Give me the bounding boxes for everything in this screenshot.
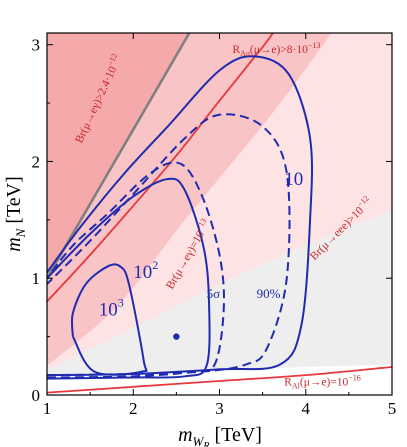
x-axis-title: mWR [TeV] — [178, 424, 262, 447]
x-axis-title-unit: [TeV] — [214, 424, 261, 446]
y-axis-title-unit: [TeV] — [3, 176, 25, 223]
annotation-label-1e2: 102 — [133, 258, 158, 283]
annotation-label-1e3: 103 — [99, 296, 124, 321]
y-tick-label-1: 1 — [32, 269, 41, 288]
x-tick-label-1: 1 — [43, 399, 52, 418]
curve-gray-line — [47, 33, 191, 279]
x-axis-title-sub: W — [193, 434, 205, 447]
annotation-ann-ral: RAl(μ→e)=10−16 — [284, 374, 361, 391]
curve-red-lower — [47, 366, 392, 394]
y-axis-title-sub: N — [13, 227, 28, 238]
curve-blue-1e3 — [70, 263, 148, 376]
series-layer — [47, 33, 392, 394]
curve-blue-90pct — [47, 113, 291, 377]
x-tick-label-4: 4 — [302, 399, 311, 418]
y-tick-label-3: 3 — [32, 36, 41, 55]
y-tick-label-0: 0 — [32, 386, 41, 405]
annotation-label-10: 10 — [284, 169, 303, 190]
x-tick-label-5: 5 — [388, 399, 397, 418]
x-axis-title-main: m — [178, 424, 192, 446]
y-axis-title-main: m — [3, 237, 25, 251]
benchmark-point — [173, 333, 180, 340]
region-excluded-mueg-2.4e-12 — [47, 33, 190, 279]
curve-blue-1e2 — [47, 177, 211, 380]
y-tick-label-2: 2 — [32, 152, 41, 171]
curve-red-upper — [47, 33, 274, 303]
regions-layer — [47, 33, 392, 376]
y-axis-title: mN [TeV] — [3, 176, 28, 252]
point-layer — [173, 333, 180, 340]
annotation-ann-rau: RAu(μ→e)>8·10−13 — [232, 41, 320, 58]
x-axis-title-subsub: R — [202, 441, 209, 447]
curve-blue-5sigma — [47, 161, 225, 379]
x-tick-label-2: 2 — [129, 399, 138, 418]
x-tick-label-3: 3 — [215, 399, 224, 418]
annotation-label-5sigma: 5σ — [207, 286, 221, 301]
annotation-label-90pct: 90% — [257, 286, 281, 301]
